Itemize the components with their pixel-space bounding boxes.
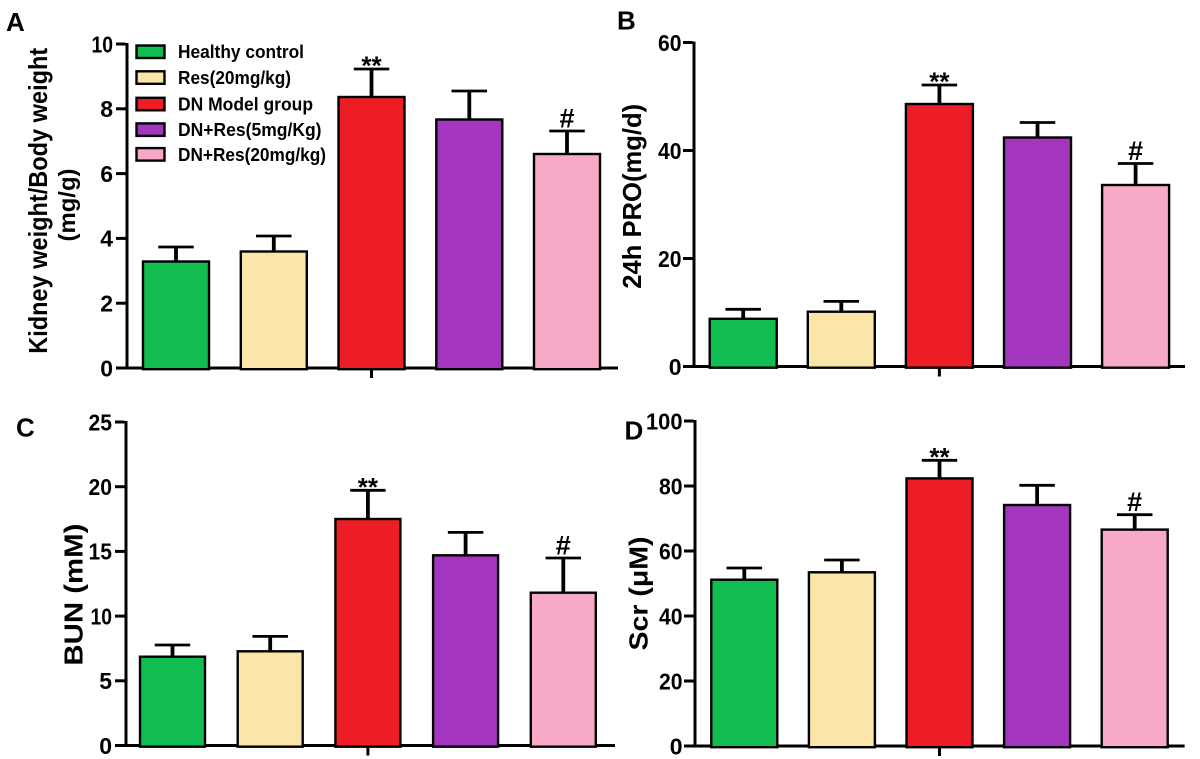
svg-text:Healthy control: Healthy control: [178, 42, 304, 62]
svg-text:20: 20: [659, 668, 683, 694]
svg-text:(mg/g): (mg/g): [54, 169, 80, 242]
svg-text:BUN (mM): BUN (mM): [58, 524, 88, 666]
svg-text:5: 5: [99, 668, 112, 694]
svg-text:#: #: [559, 104, 574, 134]
svg-text:10: 10: [91, 603, 113, 629]
svg-text:Scr (μM): Scr (μM): [624, 537, 654, 651]
svg-text:100: 100: [646, 408, 683, 434]
svg-text:60: 60: [658, 30, 682, 56]
svg-text:24h PRO(mg/d): 24h PRO(mg/d): [617, 104, 647, 289]
svg-text:10: 10: [92, 31, 114, 57]
svg-text:80: 80: [659, 473, 683, 499]
svg-text:Kidney weight/Body weight: Kidney weight/Body weight: [23, 47, 53, 353]
svg-text:20: 20: [658, 246, 682, 272]
svg-text:0: 0: [670, 733, 683, 759]
svg-text:B: B: [617, 6, 636, 36]
svg-text:6: 6: [100, 161, 113, 187]
svg-text:2: 2: [100, 291, 113, 317]
svg-text:60: 60: [659, 538, 683, 564]
svg-text:0: 0: [99, 733, 112, 759]
svg-text:4: 4: [100, 226, 113, 252]
svg-text:#: #: [556, 531, 571, 561]
svg-text:**: **: [929, 442, 950, 472]
svg-text:8: 8: [100, 96, 113, 122]
svg-text:#: #: [1128, 136, 1143, 166]
svg-text:**: **: [358, 472, 379, 502]
svg-text:Res(20mg/kg): Res(20mg/kg): [178, 68, 291, 88]
svg-text:**: **: [929, 67, 950, 97]
svg-text:40: 40: [658, 138, 682, 164]
svg-text:D: D: [625, 415, 644, 445]
svg-text:20: 20: [89, 474, 113, 500]
svg-text:**: **: [361, 51, 382, 81]
svg-text:40: 40: [659, 603, 683, 629]
svg-text:DN+Res(5mg/Kg): DN+Res(5mg/Kg): [178, 120, 322, 140]
svg-text:0: 0: [669, 354, 682, 380]
svg-text:C: C: [16, 413, 35, 443]
svg-text:0: 0: [100, 355, 113, 381]
svg-text:DN+Res(20mg/kg): DN+Res(20mg/kg): [178, 145, 326, 165]
svg-text:15: 15: [89, 539, 113, 565]
svg-text:DN Model group: DN Model group: [178, 95, 313, 115]
svg-text:#: #: [1127, 487, 1142, 517]
svg-text:A: A: [6, 7, 25, 37]
svg-text:25: 25: [89, 409, 113, 435]
